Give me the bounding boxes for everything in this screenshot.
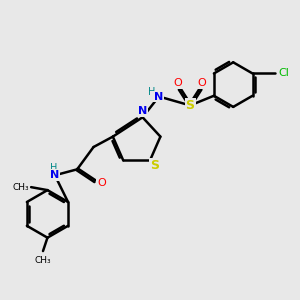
Text: H: H <box>148 87 155 97</box>
Text: O: O <box>174 78 183 88</box>
Text: S: S <box>186 99 195 112</box>
Text: O: O <box>97 178 106 188</box>
Text: N: N <box>154 92 164 101</box>
Text: N: N <box>50 170 59 180</box>
Text: Cl: Cl <box>278 68 289 79</box>
Text: CH₃: CH₃ <box>12 183 29 192</box>
Text: CH₃: CH₃ <box>35 256 51 266</box>
Text: H: H <box>50 163 57 173</box>
Text: O: O <box>198 78 206 88</box>
Text: S: S <box>150 159 159 172</box>
Text: N: N <box>138 106 147 116</box>
